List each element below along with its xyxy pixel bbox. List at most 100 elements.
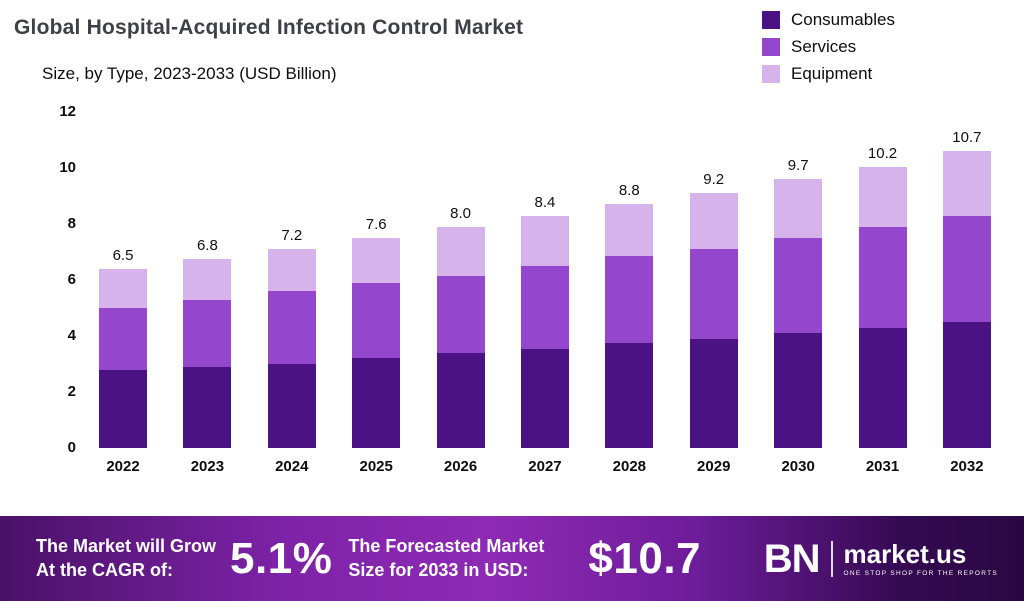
bar-segment-services <box>99 308 147 370</box>
y-tick-label: 0 <box>67 439 76 456</box>
bar-segment-services <box>942 215 991 322</box>
bar-total-label: 10.2 <box>867 144 898 162</box>
bar-segment-consumables <box>942 322 991 448</box>
growth-text: The Market will Grow At the CAGR of: <box>36 535 216 582</box>
y-tick-label: 6 <box>67 271 76 288</box>
bar-column: 10.2 2031 <box>854 112 912 475</box>
bar-column: 9.7 2030 <box>769 112 827 475</box>
bar-stack: 6.8 <box>183 112 232 448</box>
growth-line2: At the CAGR of: <box>36 559 173 580</box>
bar-segment-equipment <box>858 166 907 227</box>
bar-segment-consumables <box>352 358 401 448</box>
bar-segment-consumables <box>605 343 654 448</box>
marketus-logo: BN market.us ONE STOP SHOP FOR THE REPOR… <box>764 539 998 579</box>
bar-stack: 8.0 <box>436 112 485 448</box>
logo-divider <box>830 540 833 577</box>
bar-segment-equipment <box>689 193 738 250</box>
bar-total-label: 7.2 <box>281 227 303 245</box>
legend-item: Equipment <box>762 64 895 84</box>
bar-segment-consumables <box>858 327 907 448</box>
bar-segment-services <box>352 282 401 359</box>
bar-stack: 7.2 <box>267 112 316 448</box>
bar-segment-equipment <box>942 151 991 216</box>
bar-segment-equipment <box>520 215 569 267</box>
bar-stack: 10.2 <box>858 112 907 448</box>
legend-swatch <box>762 38 780 56</box>
bar-segment-consumables <box>183 366 232 448</box>
plot-area: 6.5 2022 6.8 2023 7.2 2024 7.6 2025 8.0 2026 8.4 20… <box>94 112 996 475</box>
bar-stack: 9.7 <box>774 112 823 448</box>
page-subtitle: Size, by Type, 2023-2033 (USD Billion) <box>42 64 337 83</box>
x-tick-label: 2024 <box>275 458 309 475</box>
x-tick-label: 2032 <box>950 458 984 475</box>
bar-column: 7.6 2025 <box>347 112 405 475</box>
bar-column: 10.7 2032 <box>938 112 996 475</box>
bar-stack: 9.2 <box>689 112 738 448</box>
y-tick-label: 10 <box>59 159 76 176</box>
legend-item: Consumables <box>762 10 895 30</box>
bar-column: 7.2 2024 <box>263 112 321 475</box>
y-tick-label: 8 <box>67 215 76 232</box>
bar-column: 6.5 2022 <box>94 112 152 475</box>
bar-segment-consumables <box>520 348 569 448</box>
legend-label: Consumables <box>791 10 895 29</box>
x-tick-label: 2029 <box>697 458 731 475</box>
bar-segment-consumables <box>774 333 823 448</box>
bar-column: 8.4 2027 <box>516 112 574 475</box>
bar-column: 8.0 2026 <box>432 112 490 475</box>
x-tick-label: 2030 <box>781 458 815 475</box>
legend-label: Equipment <box>791 64 873 83</box>
bar-segment-services <box>267 291 316 364</box>
bar-segment-services <box>436 275 485 353</box>
x-tick-label: 2025 <box>359 458 393 475</box>
forecast-value: $10.7 <box>588 533 702 583</box>
bar-segment-consumables <box>267 364 316 448</box>
bar-segment-equipment <box>605 204 654 257</box>
x-tick-label: 2026 <box>443 458 478 475</box>
bar-segment-consumables <box>99 369 147 448</box>
bar-total-label: 7.6 <box>365 216 387 234</box>
x-tick-label: 2027 <box>528 458 562 475</box>
bar-column: 9.2 2029 <box>685 112 743 475</box>
forecast-line2: Size for 2033 in USD: <box>348 559 529 580</box>
bar-segment-services <box>183 299 232 367</box>
forecast-text: The Forecasted Market Size for 2033 in U… <box>348 535 544 582</box>
y-tick-label: 2 <box>67 383 76 400</box>
forecast-line1: The Forecasted Market <box>348 536 545 557</box>
bar-segment-services <box>774 238 823 334</box>
bar-total-label: 9.7 <box>787 157 809 175</box>
brand-name: market.us <box>843 538 967 569</box>
bar-segment-equipment <box>267 249 316 292</box>
bar-total-label: 10.7 <box>952 129 982 147</box>
bar-segment-equipment <box>99 268 147 309</box>
page-title: Global Hospital-Acquired Infection Contr… <box>14 16 524 39</box>
chart: 0 2 4 6 8 10 12 6.5 2022 6.8 2023 7.2 2024 7.6 2025 8.… <box>16 103 1008 475</box>
x-tick-label: 2022 <box>106 458 140 475</box>
bar-segment-services <box>605 256 654 343</box>
bar-stack: 7.6 <box>352 112 401 448</box>
x-tick-label: 2023 <box>190 458 225 475</box>
y-tick-label: 12 <box>59 103 76 120</box>
bar-stack: 8.4 <box>520 112 569 448</box>
y-axis: 0 2 4 6 8 10 12 <box>16 103 76 456</box>
bar-segment-services <box>689 249 738 339</box>
bar-stack: 6.5 <box>99 112 147 448</box>
bar-segment-consumables <box>436 352 485 448</box>
cagr-value: 5.1% <box>230 533 333 583</box>
legend: Consumables Services Equipment <box>762 10 895 84</box>
bar-segment-consumables <box>689 338 738 448</box>
bar-column: 6.8 2023 <box>178 112 236 475</box>
bar-segment-services <box>520 266 569 349</box>
x-tick-label: 2031 <box>865 458 900 475</box>
x-tick-label: 2028 <box>612 458 647 475</box>
banner: The Market will Grow At the CAGR of: 5.1… <box>0 516 1024 601</box>
bar-segment-services <box>858 226 907 328</box>
bar-stack: 8.8 <box>605 112 654 448</box>
bar-segment-equipment <box>774 179 823 239</box>
bar-stack: 10.7 <box>942 112 991 448</box>
brand-block: market.us ONE STOP SHOP FOR THE REPORTS <box>844 541 999 577</box>
legend-swatch <box>762 11 780 29</box>
growth-line1: The Market will Grow <box>36 536 217 557</box>
bar-total-label: 8.4 <box>534 193 556 211</box>
